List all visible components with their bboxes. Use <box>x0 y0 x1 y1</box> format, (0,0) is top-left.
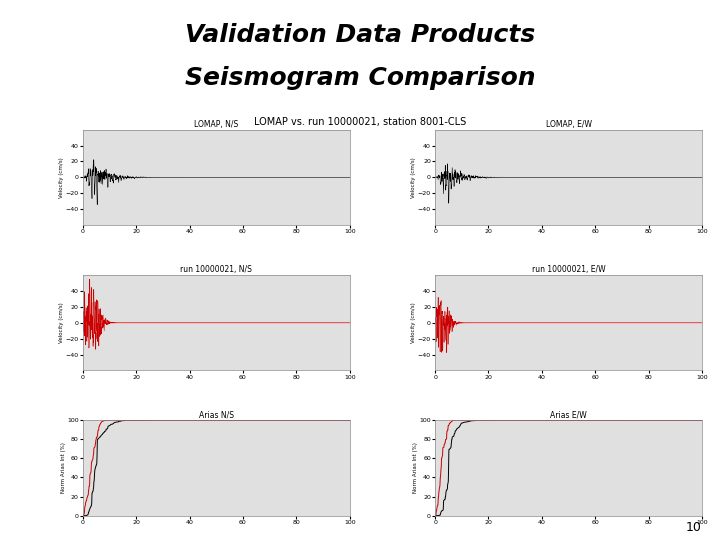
Text: Validation Data Products: Validation Data Products <box>185 23 535 47</box>
Y-axis label: Norm Arias Int (%): Norm Arias Int (%) <box>413 442 418 494</box>
Y-axis label: Velocity (cm/s): Velocity (cm/s) <box>59 157 64 198</box>
Y-axis label: Norm Arias Int (%): Norm Arias Int (%) <box>60 442 66 494</box>
Y-axis label: Velocity (cm/s): Velocity (cm/s) <box>411 157 416 198</box>
Title: run 10000021, E/W: run 10000021, E/W <box>532 265 606 274</box>
Text: 10: 10 <box>686 521 702 534</box>
Title: run 10000021, N/S: run 10000021, N/S <box>180 265 252 274</box>
Title: Arias N/S: Arias N/S <box>199 410 234 420</box>
Y-axis label: Velocity (cm/s): Velocity (cm/s) <box>59 302 64 343</box>
Text: LOMAP vs. run 10000021, station 8001-CLS: LOMAP vs. run 10000021, station 8001-CLS <box>254 117 466 126</box>
Title: LOMAP, E/W: LOMAP, E/W <box>546 120 592 129</box>
Title: LOMAP, N/S: LOMAP, N/S <box>194 120 238 129</box>
Text: Seismogram Comparison: Seismogram Comparison <box>185 66 535 90</box>
Title: Arias E/W: Arias E/W <box>550 410 587 420</box>
Y-axis label: Velocity (cm/s): Velocity (cm/s) <box>411 302 416 343</box>
